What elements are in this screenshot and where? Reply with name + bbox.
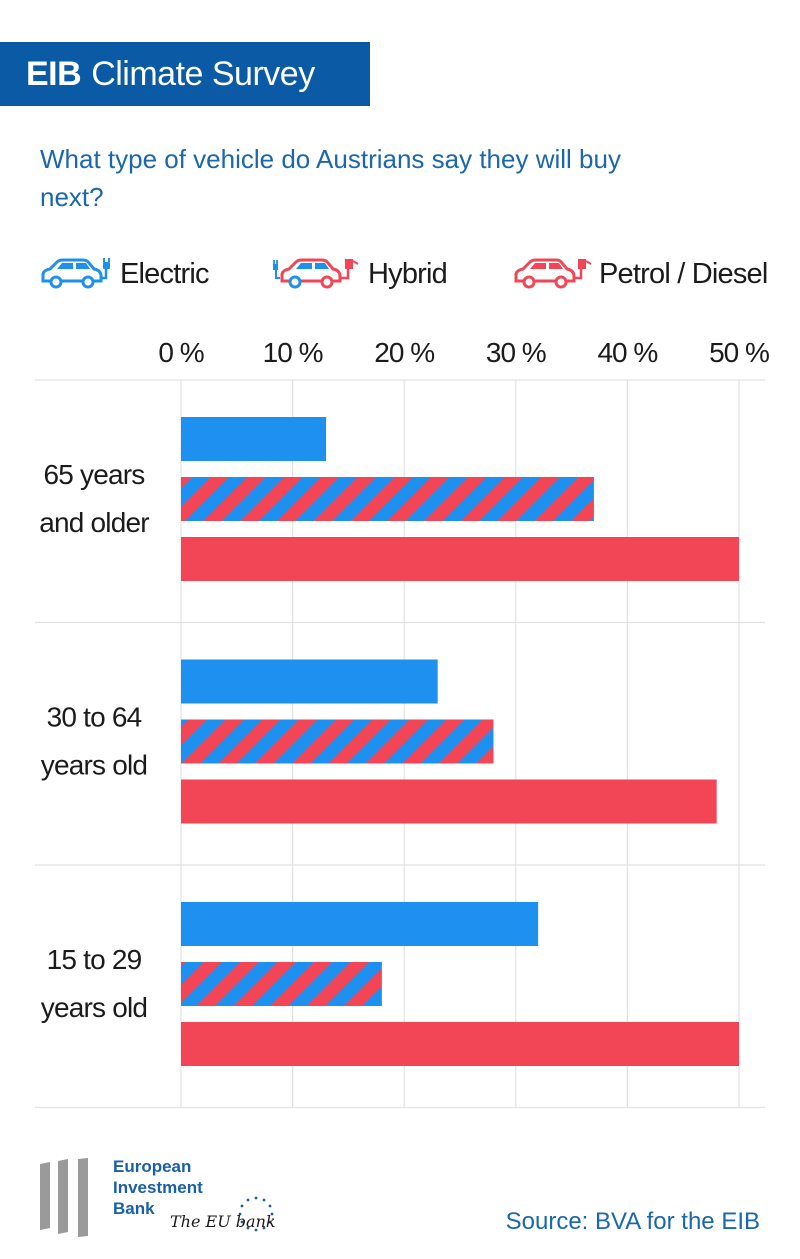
legend-hybrid: Hybrid xyxy=(272,252,448,296)
bar-electric xyxy=(181,659,438,704)
x-tick-label: 10 % xyxy=(263,337,323,368)
category-label: 30 to 64 xyxy=(47,702,142,733)
banner-brand: EIB xyxy=(26,54,82,93)
category-label: and older xyxy=(39,507,149,538)
x-tick-label: 0 % xyxy=(158,337,203,368)
logo-line: Bank xyxy=(113,1199,155,1218)
category-label: years old xyxy=(41,750,147,781)
category-label: 15 to 29 xyxy=(47,944,142,975)
logo-line: European xyxy=(113,1157,192,1176)
bar-hybrid xyxy=(181,962,382,1006)
legend-electric-label: Electric xyxy=(120,257,209,290)
hybrid-car-icon xyxy=(273,258,359,289)
logo-line: Investment xyxy=(113,1178,203,1197)
bar-petrol xyxy=(181,537,739,581)
category-label: 65 years xyxy=(44,459,145,490)
survey-banner: EIB Climate Survey xyxy=(0,42,370,106)
petrol-car-icon xyxy=(514,258,592,289)
x-tick-label: 20 % xyxy=(374,337,434,368)
bar-electric xyxy=(181,902,539,946)
electric-car-icon xyxy=(41,258,110,289)
eib-logo-mark xyxy=(40,1158,274,1237)
legend-petrol-label: Petrol / Diesel xyxy=(599,257,768,290)
bar-electric xyxy=(181,417,327,461)
bar-hybrid xyxy=(181,719,494,764)
chart-question: What type of vehicle do Austrians say th… xyxy=(40,144,621,212)
legend-electric: Electric xyxy=(40,252,209,296)
x-tick-label: 40 % xyxy=(597,337,657,368)
x-tick-label: 50 % xyxy=(709,337,769,368)
bar-hybrid xyxy=(181,477,594,521)
eib-logo-text: European Investment Bank xyxy=(113,1156,203,1219)
bar-petrol xyxy=(181,1022,739,1066)
legend-hybrid-label: Hybrid xyxy=(368,257,448,290)
legend-petrol: Petrol / Diesel xyxy=(513,252,768,296)
category-label: years old xyxy=(41,992,147,1023)
eib-tagline: The EU bank xyxy=(170,1212,276,1231)
vehicle-bar-chart: 0 % 10 % 20 % 30 % 40 % 50 % 65 years and older… xyxy=(35,337,770,1109)
source-note: Source: BVA for the EIB xyxy=(505,1208,760,1235)
x-tick-label: 30 % xyxy=(486,337,546,368)
bar-petrol xyxy=(181,779,717,824)
banner-title: Climate Survey xyxy=(91,54,315,93)
